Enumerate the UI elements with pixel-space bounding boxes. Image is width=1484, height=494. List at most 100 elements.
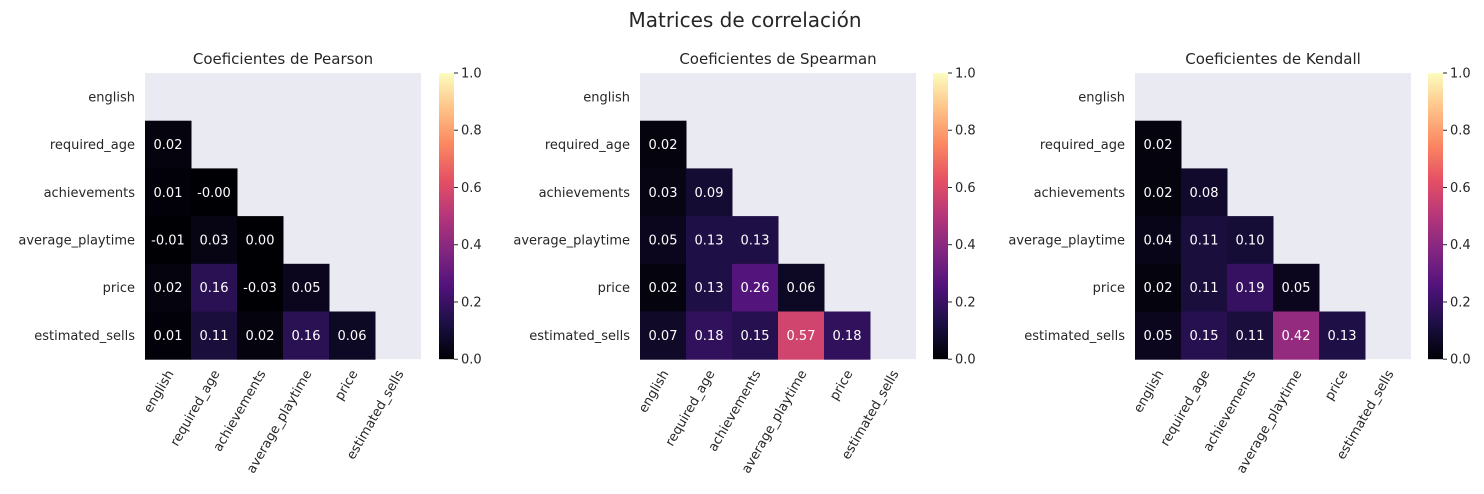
heatmap-cell xyxy=(640,120,687,169)
heatmap-cell xyxy=(778,311,825,360)
cell-annotation: 0.10 xyxy=(1236,233,1265,248)
colorbar-tick-label: 0.8 xyxy=(461,124,482,139)
cell-annotation: 0.02 xyxy=(154,138,183,153)
cell-annotation: 0.15 xyxy=(741,329,770,344)
heatmap-cell xyxy=(732,311,779,360)
heatmap-cell xyxy=(1181,263,1228,312)
heatmap-cell xyxy=(1135,263,1182,312)
x-tick-label: required_age xyxy=(168,368,224,449)
cell-annotation: 0.57 xyxy=(787,329,816,344)
cell-annotation: -0.03 xyxy=(243,281,277,296)
x-tick-label: required_age xyxy=(663,368,719,449)
cell-annotation: 0.13 xyxy=(1328,329,1357,344)
x-tick-label: english xyxy=(1131,368,1167,416)
x-tick-label: english xyxy=(636,368,672,416)
heatmap-cell xyxy=(1227,263,1274,312)
cell-annotation: 0.02 xyxy=(246,329,275,344)
colorbar-tick-label: 0.2 xyxy=(1450,295,1471,310)
heatmap-cell xyxy=(732,216,779,265)
cell-annotation: 0.16 xyxy=(200,281,229,296)
heatmap-cell xyxy=(1135,216,1182,265)
cell-annotation: 0.18 xyxy=(833,329,862,344)
heatmap-cell xyxy=(686,311,733,360)
colorbar-tick-label: 0.6 xyxy=(1450,181,1471,196)
heatmap-cell xyxy=(237,216,284,265)
cell-annotation: 0.06 xyxy=(338,329,367,344)
cell-annotation: 0.02 xyxy=(1144,186,1173,201)
heatmap-cell xyxy=(640,311,687,360)
colorbar-tick-label: 0.6 xyxy=(461,181,482,196)
cell-annotation: 0.01 xyxy=(154,329,183,344)
heatmap-cell xyxy=(1181,216,1228,265)
heatmap-cell xyxy=(732,263,779,312)
heatmap-cell xyxy=(1135,168,1182,217)
y-tick-label: estimated_sells xyxy=(1024,329,1125,344)
cell-annotation: 0.02 xyxy=(1144,281,1173,296)
heatmap-cell xyxy=(1319,311,1366,360)
y-tick-label: required_age xyxy=(50,138,135,153)
cell-annotation: 0.11 xyxy=(1236,329,1265,344)
colorbar-tick-label: 0.2 xyxy=(461,295,482,310)
colorbar xyxy=(439,73,454,360)
colorbar-tick-label: 0.8 xyxy=(1450,124,1471,139)
panel-title: Coeficientes de Kendall xyxy=(1185,50,1361,68)
y-tick-label: estimated_sells xyxy=(34,329,135,344)
cell-annotation: 0.02 xyxy=(1144,138,1173,153)
heatmap-cell xyxy=(1273,263,1320,312)
colorbar-tick-label: 1.0 xyxy=(461,67,482,82)
heatmap-cell xyxy=(1181,311,1228,360)
heatmap-cell xyxy=(283,311,330,360)
cell-annotation: 0.18 xyxy=(695,329,724,344)
colorbar-tick-label: 0.4 xyxy=(1450,238,1471,253)
cell-annotation: 0.19 xyxy=(1236,281,1265,296)
colorbar-tick-label: 1.0 xyxy=(955,67,976,82)
cell-annotation: 0.13 xyxy=(695,281,724,296)
panel-title: Coeficientes de Pearson xyxy=(193,50,373,68)
y-tick-label: english xyxy=(583,90,630,105)
colorbar-tick-label: 0.8 xyxy=(955,124,976,139)
y-tick-label: price xyxy=(598,281,630,296)
cell-annotation: 0.02 xyxy=(154,281,183,296)
cell-annotation: 0.09 xyxy=(695,186,724,201)
cell-annotation: 0.42 xyxy=(1282,329,1311,344)
panel-title: Coeficientes de Spearman xyxy=(679,50,876,68)
heatmap-cell xyxy=(145,168,192,217)
figure-suptitle: Matrices de correlación xyxy=(628,8,861,32)
heatmap-cell xyxy=(1135,120,1182,169)
cell-annotation: 0.26 xyxy=(741,281,770,296)
colorbar-tick-label: 0.0 xyxy=(1450,353,1471,368)
heatmap-cell xyxy=(145,216,192,265)
heatmap-kendall: Coeficientes de Kendall 0.02 0.02 0.08 0.04… xyxy=(1008,50,1470,476)
heatmap-cell xyxy=(1227,216,1274,265)
colorbar-tick-label: 0.0 xyxy=(955,353,976,368)
heatmap-cell xyxy=(1135,311,1182,360)
y-tick-label: english xyxy=(88,90,135,105)
cell-annotation: 0.00 xyxy=(246,233,275,248)
cell-annotation: 0.11 xyxy=(200,329,229,344)
heatmap-cell xyxy=(145,263,192,312)
x-tick-label: price xyxy=(332,368,361,404)
heatmap-cell xyxy=(1181,168,1228,217)
y-tick-label: average_playtime xyxy=(513,233,630,248)
cell-annotation: 0.03 xyxy=(200,233,229,248)
cell-annotation: 0.16 xyxy=(292,329,321,344)
cell-annotation: 0.05 xyxy=(292,281,321,296)
colorbar-tick-label: 0.6 xyxy=(955,181,976,196)
heatmap-cell xyxy=(329,311,376,360)
heatmap-cell xyxy=(1273,311,1320,360)
y-tick-label: estimated_sells xyxy=(529,329,630,344)
y-tick-label: english xyxy=(1078,90,1125,105)
cell-annotation: 0.11 xyxy=(1190,281,1219,296)
y-tick-label: price xyxy=(1093,281,1125,296)
heatmap-cell xyxy=(237,311,284,360)
y-tick-label: required_age xyxy=(1040,138,1125,153)
y-tick-label: achievements xyxy=(539,186,631,201)
cell-annotation: 0.13 xyxy=(741,233,770,248)
cell-annotation: 0.02 xyxy=(649,281,678,296)
colorbar-tick-label: 0.4 xyxy=(955,238,976,253)
y-tick-label: average_playtime xyxy=(18,233,135,248)
cell-annotation: 0.07 xyxy=(649,329,678,344)
heatmap-cell xyxy=(640,168,687,217)
y-tick-label: achievements xyxy=(1034,186,1126,201)
heatmap-cell xyxy=(640,216,687,265)
